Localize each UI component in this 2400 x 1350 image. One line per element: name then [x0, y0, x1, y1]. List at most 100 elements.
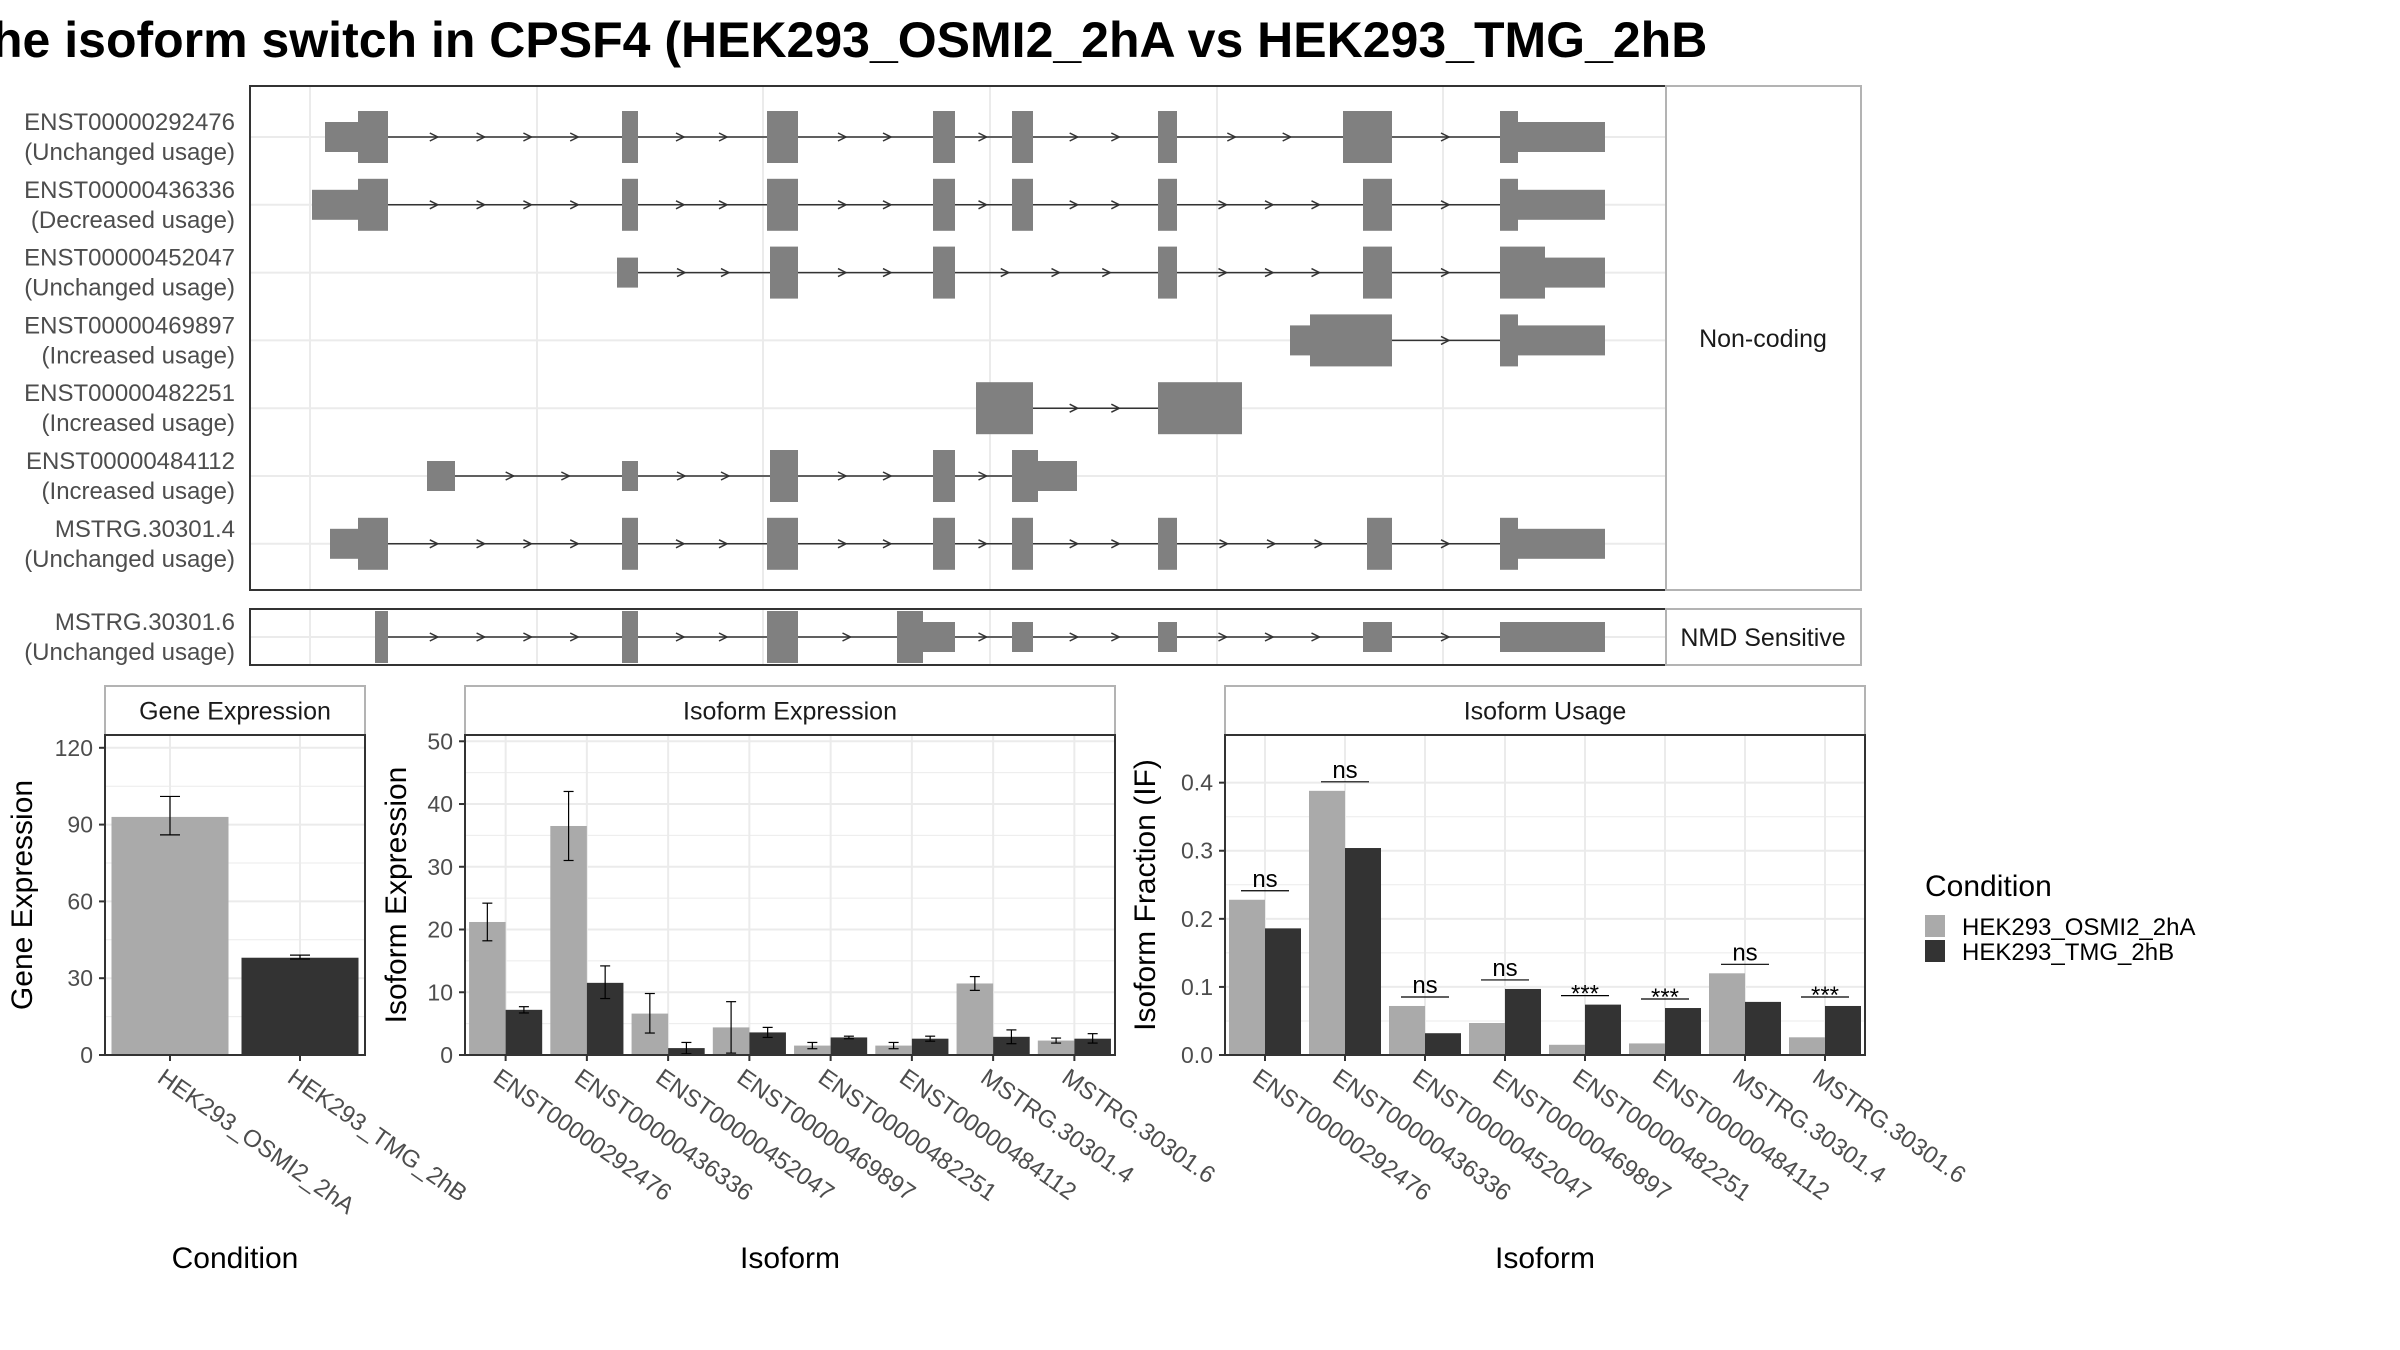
cds-exon — [358, 517, 388, 570]
transcript-usage-label: (Unchanged usage) — [24, 275, 235, 302]
isoform-usage-chart: Isoform Usage ns ns ns ns *** *** ns *** 0.0 0.1 0.… — [1129, 685, 1971, 1275]
intron-arrow — [1440, 267, 1451, 278]
y-tick-label: 0.4 — [1181, 770, 1213, 796]
bar — [749, 1032, 786, 1055]
intron-arrow — [1226, 132, 1238, 142]
intron-arrow — [675, 632, 686, 642]
transcript-id-label: MSTRG.30301.6 — [55, 609, 235, 636]
y-axis-title: Gene Expression — [6, 780, 39, 1010]
cds-exon — [622, 178, 638, 231]
legend-key-tmg — [1925, 940, 1945, 962]
intron-arrow — [1101, 267, 1112, 278]
utr-exon — [312, 189, 358, 220]
intron-arrow — [1218, 632, 1229, 642]
cds-exon — [1012, 450, 1038, 502]
significance-label: ns — [1732, 939, 1757, 966]
intron-arrow — [837, 539, 848, 549]
intron-arrow — [1440, 200, 1451, 210]
legend-key-osmi2 — [1925, 915, 1945, 937]
intron-arrow — [476, 539, 487, 549]
bar — [1629, 1043, 1665, 1055]
isoform-structure-nmd-panel: MSTRG.30301.6 (Unchanged usage) NMD Sensit… — [24, 608, 1862, 666]
bar — [1549, 1044, 1585, 1055]
cds-exon — [1012, 111, 1033, 163]
transcript-id-label: ENST00000292476 — [24, 109, 235, 136]
y-axis-title: Isoform Fraction (IF) — [1129, 759, 1162, 1031]
utr-exon — [325, 122, 358, 152]
transcript-usage-label: (Increased usage) — [42, 342, 235, 369]
bar — [794, 1045, 831, 1055]
intron-arrow — [1264, 632, 1275, 642]
intron-arrow — [978, 539, 989, 549]
cds-exon — [622, 111, 638, 163]
isoform-expression-chart: Isoform Expression01020304050ENST0000029… — [380, 685, 1220, 1275]
intron-arrow — [523, 132, 534, 142]
intron-arrow — [978, 632, 989, 642]
intron-arrow — [1069, 403, 1080, 413]
bar — [1665, 1008, 1701, 1055]
intron-arrow — [1069, 539, 1080, 549]
intron-arrow — [569, 632, 580, 642]
intron-arrow — [978, 200, 989, 210]
intron-arrow — [1110, 632, 1122, 642]
utr-exon — [427, 461, 455, 491]
transcript-id-label: ENST00000484112 — [26, 448, 235, 475]
intron-arrow — [429, 200, 440, 210]
intron-arrow — [429, 132, 440, 142]
transcript-usage-label: (Unchanged usage) — [24, 546, 235, 573]
significance-label: ns — [1412, 972, 1437, 999]
y-tick-label: 0 — [80, 1042, 93, 1068]
cds-exon — [358, 111, 388, 163]
cds-exon — [385, 611, 388, 663]
bar — [1309, 790, 1345, 1055]
intron-arrow — [569, 132, 580, 142]
utr-exon — [1290, 325, 1310, 356]
cds-exon — [767, 111, 798, 163]
structure-panel-background — [250, 86, 1666, 590]
transcript-id-label: MSTRG.30301.4 — [55, 516, 235, 543]
cds-exon — [1158, 246, 1177, 299]
cds-exon — [1310, 314, 1392, 367]
y-tick-label: 0.1 — [1181, 974, 1213, 1000]
cds-exon — [976, 382, 1033, 435]
cds-exon — [767, 178, 798, 231]
cds-exon — [933, 178, 955, 231]
intron-arrow — [1440, 539, 1451, 549]
transcript-usage-label: (Increased usage) — [42, 410, 235, 437]
utr-exon — [1518, 528, 1605, 559]
intron-arrow — [718, 200, 729, 210]
cds-exon — [1500, 246, 1545, 299]
intron-arrow — [1218, 200, 1229, 210]
intron-arrow — [676, 267, 687, 278]
cds-exon — [375, 611, 385, 663]
utr-exon — [1545, 257, 1605, 288]
cds-exon — [770, 450, 798, 502]
condition-legend: Condition HEK293_OSMI2_2hA HEK293_TMG_2h… — [1925, 870, 2195, 966]
intron-arrow — [1266, 539, 1277, 549]
intron-arrow — [837, 267, 848, 278]
y-tick-label: 50 — [427, 728, 453, 754]
chart-strip-title: Isoform Usage — [1464, 698, 1627, 726]
intron-arrow — [1218, 267, 1229, 278]
bar — [875, 1045, 912, 1055]
intron-arrow — [1311, 632, 1322, 642]
utr-exon — [1038, 461, 1077, 491]
intron-arrow — [1264, 267, 1275, 278]
utr-exon — [330, 528, 358, 559]
intron-arrow — [842, 632, 853, 642]
plot-border — [1224, 734, 1866, 1056]
bar — [505, 1009, 543, 1055]
bar — [1469, 1023, 1505, 1055]
y-tick-label: 0.3 — [1181, 838, 1213, 864]
y-tick-label: 40 — [427, 791, 453, 817]
cds-exon — [1012, 178, 1033, 231]
bar — [241, 957, 359, 1055]
cds-exon — [1012, 517, 1033, 570]
cds-exon — [767, 611, 798, 663]
cds-exon — [770, 246, 798, 299]
bar — [1709, 973, 1745, 1055]
figure-title: he isoform switch in CPSF4 (HEK293_OSMI2… — [0, 12, 1707, 68]
intron-arrow — [505, 471, 516, 481]
bar — [956, 983, 994, 1055]
legend-label-osmi2: HEK293_OSMI2_2hA — [1962, 914, 2195, 941]
